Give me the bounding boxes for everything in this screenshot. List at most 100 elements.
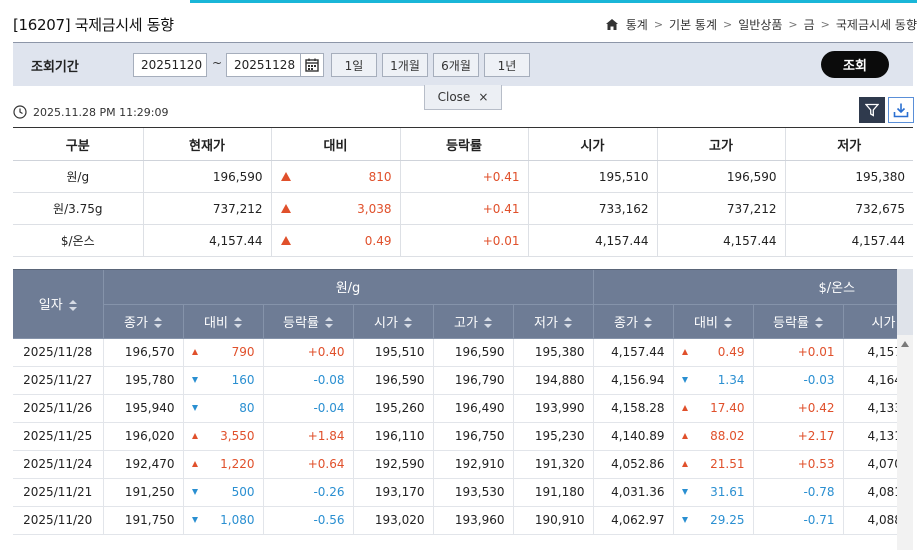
- grid-header-krw-close[interactable]: 종가: [103, 304, 184, 339]
- grid-cell-krw-rate: +0.40: [263, 338, 354, 367]
- grid-cell-usd-rate: +0.01: [753, 338, 844, 367]
- grid-cell-krw-open: 193,020: [353, 506, 434, 535]
- grid-header-krw-rate[interactable]: 등락률: [263, 304, 354, 339]
- grid-cell-date: 2025/11/21: [13, 478, 104, 507]
- search-button[interactable]: 조회: [821, 51, 889, 78]
- breadcrumb-item-current: 국제금시세 동향: [835, 18, 917, 32]
- summary-header-high: 고가: [656, 127, 785, 161]
- grid-header-date[interactable]: 일자: [13, 270, 104, 339]
- summary-change: 810: [368, 169, 392, 184]
- close-search-panel-button[interactable]: Close ×: [424, 85, 502, 110]
- header-label: 시가: [374, 315, 398, 331]
- breadcrumb-item-stats[interactable]: 통계: [625, 18, 648, 32]
- sort-icon[interactable]: [324, 317, 333, 329]
- down-arrow-icon: [681, 376, 688, 383]
- up-arrow-icon: [681, 404, 688, 411]
- grid-header-usd-change[interactable]: 대비: [673, 304, 754, 339]
- table-row[interactable]: 2025/11/20 191,750 1,080 -0.56 193,020 193,96…: [13, 506, 913, 535]
- grid-header-krw-high[interactable]: 고가: [433, 304, 514, 339]
- header-label: 대비: [694, 315, 718, 331]
- sort-icon[interactable]: [643, 317, 652, 329]
- clock-icon: [13, 105, 27, 119]
- change-value: 29.25: [710, 513, 745, 527]
- grid-header-krw-low[interactable]: 저가: [513, 304, 594, 339]
- summary-open: 195,510: [527, 160, 657, 193]
- grid-cell-krw-rate: +1.84: [263, 422, 354, 451]
- summary-rate: +0.01: [399, 224, 528, 257]
- end-date-input[interactable]: 20251128: [226, 53, 301, 77]
- table-row[interactable]: 2025/11/25 196,020 3,550 +1.84 196,110 196,75…: [13, 422, 913, 451]
- change-value: 17.40: [710, 401, 745, 415]
- scroll-up-icon[interactable]: [901, 341, 909, 347]
- change-value: 790: [231, 345, 255, 359]
- table-row[interactable]: 2025/11/28 196,570 790 +0.40 195,510 196,590 1…: [13, 338, 913, 367]
- grid-cell-krw-low: 191,320: [513, 450, 594, 479]
- grid-group-usd: $/온스: [593, 270, 913, 305]
- sort-icon[interactable]: [563, 317, 572, 329]
- summary-current: 4,157.44: [142, 224, 271, 257]
- filter-button[interactable]: [859, 97, 885, 123]
- grid-cell-date: 2025/11/24: [13, 450, 104, 479]
- summary-change: 3,038: [357, 201, 392, 216]
- summary-change: 0.49: [364, 233, 392, 248]
- scrollbar-header-cap: [897, 269, 913, 335]
- filter-icon: [865, 103, 879, 117]
- summary-row: 원/g 196,590 810 +0.41 195,510 196,590 19…: [13, 160, 913, 193]
- table-row[interactable]: 2025/11/26 195,940 80 -0.04 195,260 196,490 19…: [13, 394, 913, 423]
- up-arrow-icon: [280, 204, 291, 213]
- summary-header-change: 대비: [270, 127, 400, 161]
- download-icon: [893, 103, 909, 118]
- grid-group-krw: 원/g: [103, 270, 594, 305]
- summary-row: $/온스 4,157.44 0.49 +0.01 4,157.44 4,157.…: [13, 224, 913, 257]
- grid-header-usd-rate[interactable]: 등락률: [753, 304, 844, 339]
- change-value: 160: [231, 373, 255, 387]
- grid-cell-usd-close: 4,052.86: [593, 450, 674, 479]
- sort-icon[interactable]: [153, 317, 162, 329]
- summary-row: 원/3.75g 737,212 3,038 +0.41 733,162 737,…: [13, 192, 913, 225]
- grid-cell-krw-open: 195,510: [353, 338, 434, 367]
- sort-icon[interactable]: [403, 317, 412, 329]
- start-date-input[interactable]: 20251120: [133, 53, 207, 77]
- sort-icon[interactable]: [483, 317, 492, 329]
- period-1month-button[interactable]: 1개월: [382, 53, 428, 77]
- grid-cell-krw-change: 160: [183, 366, 264, 395]
- sort-icon[interactable]: [68, 299, 77, 312]
- period-6month-button[interactable]: 6개월: [433, 53, 479, 77]
- up-arrow-icon: [191, 432, 198, 439]
- download-button[interactable]: [888, 97, 914, 123]
- breadcrumb-item-gold[interactable]: 금: [803, 18, 815, 32]
- calendar-icon[interactable]: [300, 53, 324, 77]
- header-label: 시가: [871, 315, 896, 331]
- grid-cell-krw-rate: -0.04: [263, 394, 354, 423]
- header-label: 등락률: [283, 315, 319, 331]
- table-row[interactable]: 2025/11/21 191,250 500 -0.26 193,170 193,530 1…: [13, 478, 913, 507]
- summary-change-cell: 810: [270, 160, 400, 193]
- sort-icon[interactable]: [814, 317, 823, 329]
- period-label: 조회기간: [31, 60, 79, 75]
- grid-cell-krw-change: 500: [183, 478, 264, 507]
- period-1year-button[interactable]: 1년: [484, 53, 530, 77]
- down-arrow-icon: [191, 488, 198, 495]
- grid-header-usd-close[interactable]: 종가: [593, 304, 674, 339]
- sort-icon[interactable]: [723, 317, 732, 329]
- breadcrumb-item-commodities[interactable]: 일반상품: [738, 18, 783, 32]
- grid-header-krw-change[interactable]: 대비: [183, 304, 264, 339]
- grid-cell-usd-rate: +0.42: [753, 394, 844, 423]
- grid-cell-krw-rate: -0.26: [263, 478, 354, 507]
- timestamp-text: 2025.11.28 PM 11:29:09: [33, 105, 169, 119]
- breadcrumb-item-basic-stats[interactable]: 기본 통계: [669, 18, 718, 32]
- table-row[interactable]: 2025/11/27 195,780 160 -0.08 196,590 196,790 1…: [13, 366, 913, 395]
- grid-header-krw-open[interactable]: 시가: [353, 304, 434, 339]
- sort-icon[interactable]: [233, 317, 242, 329]
- vertical-scrollbar[interactable]: [897, 335, 913, 550]
- close-icon: ×: [478, 90, 489, 104]
- history-grid: 일자 원/g $/온스 종가 대비 등락률 시가 고가 저가 종가 대비 등락률…: [13, 269, 913, 550]
- grid-cell-usd-close: 4,062.97: [593, 506, 674, 535]
- home-icon[interactable]: [605, 19, 618, 30]
- grid-cell-krw-close: 191,750: [103, 506, 184, 535]
- period-1day-button[interactable]: 1일: [331, 53, 377, 77]
- table-row[interactable]: 2025/11/24 192,470 1,220 +0.64 192,590 192,91…: [13, 450, 913, 479]
- grid-cell-usd-rate: +0.53: [753, 450, 844, 479]
- grid-cell-krw-high: 196,490: [433, 394, 514, 423]
- header-label: 저가: [534, 315, 558, 331]
